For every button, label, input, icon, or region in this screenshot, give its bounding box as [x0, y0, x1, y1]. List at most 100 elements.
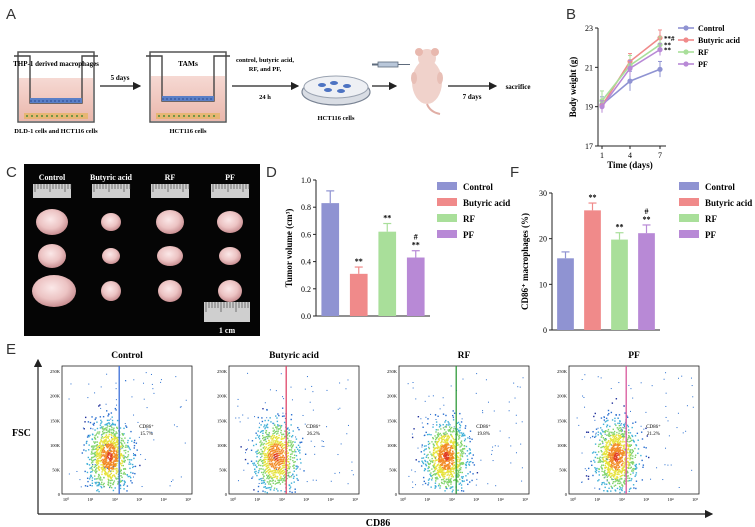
- flow-event: [256, 453, 258, 455]
- flow-event-sparse: [491, 453, 493, 455]
- flow-event: [446, 458, 448, 460]
- flow-event: [459, 471, 462, 474]
- flow-event-sparse: [124, 380, 126, 382]
- flow-event: [467, 483, 469, 486]
- flow-event: [447, 459, 449, 461]
- flow-event: [84, 416, 87, 419]
- flow-event-sparse: [686, 405, 688, 407]
- flow-y-tick-label: 250K: [387, 369, 398, 374]
- flow-event: [279, 463, 281, 466]
- flow-x-tick-label: 10¹: [594, 497, 601, 502]
- flow-event: [615, 435, 617, 437]
- flow-event-sparse: [76, 470, 78, 472]
- legend-swatch-control: [679, 182, 699, 190]
- tumor-sample: [217, 211, 243, 233]
- flow-event: [274, 466, 276, 468]
- flow-event-sparse: [520, 443, 522, 445]
- flow-event: [597, 434, 599, 436]
- flow-event-sparse: [143, 398, 145, 400]
- flow-event: [432, 436, 434, 439]
- flow-event: [281, 458, 283, 461]
- flow-y-tick-label: 0: [225, 492, 228, 497]
- flow-event: [436, 444, 438, 446]
- flow-event: [256, 434, 259, 436]
- flow-event: [91, 416, 93, 418]
- flow-event: [601, 440, 603, 443]
- flow-x-tick-label: 10⁵: [522, 497, 529, 502]
- flow-event: [107, 453, 109, 455]
- flow-event: [435, 429, 438, 431]
- flow-event: [281, 456, 284, 459]
- flow-event-sparse: [94, 458, 96, 460]
- flow-event: [623, 441, 625, 443]
- flow-event: [294, 441, 296, 443]
- flow-event: [86, 471, 89, 474]
- flow-event: [265, 430, 268, 432]
- flow-event: [288, 467, 291, 470]
- flow-event: [105, 435, 107, 438]
- flow-x-tick-label: 10⁴: [668, 497, 675, 502]
- flow-event: [615, 456, 618, 458]
- flow-event: [621, 459, 623, 462]
- flow-event: [263, 457, 266, 459]
- flow-event: [425, 448, 427, 450]
- flow-event: [469, 430, 472, 432]
- flow-event-sparse: [245, 452, 247, 454]
- y-tick-label: 17: [585, 142, 593, 151]
- flow-event: [273, 469, 275, 472]
- scale-ruler: [204, 302, 250, 322]
- flow-event: [469, 471, 471, 473]
- flow-event-sparse: [432, 424, 434, 426]
- flow-event: [265, 426, 267, 429]
- flow-event: [604, 483, 606, 485]
- flow-event-sparse: [497, 445, 499, 447]
- flow-event: [254, 471, 256, 473]
- flow-event: [615, 398, 618, 400]
- flow-event: [430, 461, 432, 463]
- flow-event-sparse: [326, 389, 328, 391]
- flow-event: [446, 482, 448, 484]
- flow-event: [590, 460, 592, 463]
- flow-event: [619, 451, 622, 453]
- flow-event: [612, 474, 614, 476]
- flow-event: [618, 466, 621, 468]
- flow-event: [614, 436, 616, 439]
- flow-event: [278, 434, 280, 437]
- flow-event: [617, 464, 620, 467]
- flow-event: [611, 472, 613, 475]
- flow-event: [113, 442, 116, 444]
- flow-event: [288, 464, 290, 466]
- flow-event: [124, 437, 126, 439]
- flow-event: [460, 440, 463, 442]
- flow-event: [100, 485, 102, 488]
- flow-event: [461, 455, 464, 458]
- flow-event: [585, 431, 588, 433]
- flow-event: [286, 472, 288, 474]
- flow-event: [121, 454, 123, 457]
- flow-event: [612, 453, 615, 456]
- flow-event: [626, 451, 628, 453]
- flow-event: [457, 421, 460, 424]
- flow-event: [443, 453, 446, 455]
- flow-event: [110, 431, 113, 434]
- flow-event: [628, 452, 630, 454]
- flow-event: [255, 460, 258, 462]
- flow-event: [279, 477, 281, 480]
- flow-event-sparse: [597, 427, 599, 429]
- flow-event: [296, 477, 298, 480]
- flow-event-sparse: [284, 468, 286, 470]
- flow-event: [446, 446, 448, 448]
- flow-event: [116, 419, 119, 422]
- flow-event: [116, 427, 119, 430]
- gate-percent: 15.7%: [140, 432, 153, 437]
- flow-event: [427, 467, 429, 470]
- flow-event: [265, 425, 268, 427]
- flow-event-sparse: [650, 478, 652, 480]
- flow-x-tick-label: 10⁰: [230, 497, 237, 502]
- flow-event: [444, 458, 447, 460]
- flow-event: [587, 431, 590, 433]
- flow-event: [279, 441, 281, 444]
- flow-x-tick-label: 10¹: [424, 497, 431, 502]
- flow-event: [86, 477, 89, 479]
- flow-event: [610, 455, 612, 457]
